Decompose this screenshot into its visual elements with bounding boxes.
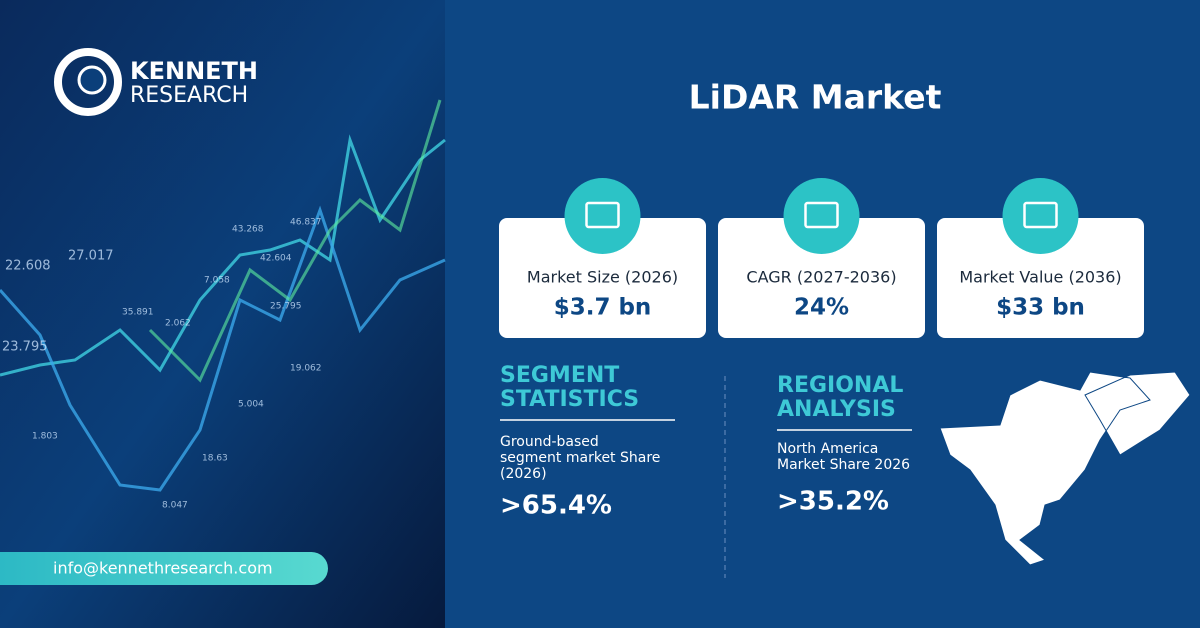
card bbox=[499, 218, 706, 338]
section-heading: SEGMENT bbox=[500, 363, 619, 388]
card-value: $3.7 bn bbox=[554, 295, 652, 321]
contact-pill bbox=[0, 552, 328, 585]
background-lines: 22.608 27.017 23.795 35.891 1.803 2.062 7.058 4… bbox=[0, 99, 446, 511]
north-america-map bbox=[939, 371, 1191, 566]
section-text: North America bbox=[777, 441, 878, 457]
cards: Market Size (2026) $3.7 bn CAGR (2027-2036… bbox=[499, 178, 1144, 338]
bg-number: 23.795 bbox=[2, 340, 48, 355]
card-icon bbox=[1002, 178, 1079, 254]
card-icon-glyph bbox=[804, 201, 839, 229]
bg-number: 1.803 bbox=[32, 432, 58, 442]
card bbox=[718, 218, 925, 338]
bg-number: 46.837 bbox=[290, 218, 322, 228]
section-text: (2026) bbox=[500, 466, 547, 482]
logo-ring bbox=[54, 48, 122, 116]
card-value: 24% bbox=[794, 295, 849, 321]
bg-number: 22.608 bbox=[5, 259, 51, 274]
section-value: >65.4% bbox=[500, 491, 612, 521]
card-label: Market Value (2036) bbox=[959, 268, 1121, 287]
card bbox=[937, 218, 1144, 338]
section-text: segment market Share bbox=[500, 450, 660, 466]
card-icon bbox=[783, 178, 860, 254]
card-label: CAGR (2027-2036) bbox=[746, 268, 896, 287]
section-text: Ground-based bbox=[500, 434, 599, 450]
section-text: Market Share 2026 bbox=[777, 457, 910, 473]
bg-number: 25.795 bbox=[270, 302, 302, 312]
bg-number: 42.604 bbox=[260, 254, 292, 264]
card-label: Market Size (2026) bbox=[527, 268, 678, 287]
card-icon bbox=[564, 178, 641, 254]
bg-number: 19.062 bbox=[290, 364, 322, 374]
section-heading: REGIONAL bbox=[777, 373, 903, 398]
brand-name: KENNETH bbox=[130, 57, 258, 85]
logo-core bbox=[77, 65, 107, 95]
bg-number: 18.63 bbox=[202, 454, 228, 464]
bg-number: 35.891 bbox=[122, 308, 154, 318]
section-heading: STATISTICS bbox=[500, 387, 639, 412]
bg-number: 5.004 bbox=[238, 400, 264, 410]
contact-email[interactable]: info@kennethresearch.com bbox=[53, 559, 273, 578]
logo: KENNETH RESEARCH bbox=[54, 48, 258, 116]
bg-number: 27.017 bbox=[68, 249, 114, 264]
section-value: >35.2% bbox=[777, 487, 889, 517]
title: LiDAR Market bbox=[689, 78, 942, 117]
card-value: $33 bn bbox=[996, 295, 1085, 321]
bg-number: 8.047 bbox=[162, 501, 188, 511]
brand-sub: RESEARCH bbox=[130, 83, 248, 108]
bg-number: 2.062 bbox=[165, 319, 191, 329]
bg-number: 43.268 bbox=[232, 225, 264, 235]
card-icon-glyph bbox=[1023, 201, 1058, 229]
section-heading: ANALYSIS bbox=[777, 397, 896, 422]
bg-number: 7.058 bbox=[204, 276, 230, 286]
card-icon-glyph bbox=[585, 201, 620, 229]
